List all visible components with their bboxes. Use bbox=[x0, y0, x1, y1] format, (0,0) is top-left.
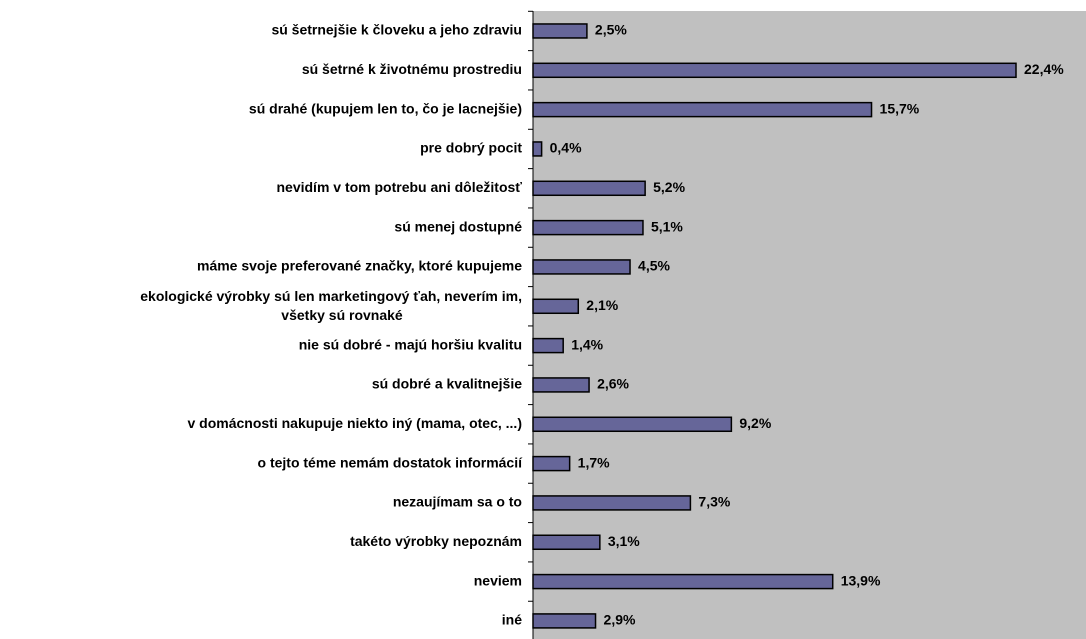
y-tick-label: sú menej dostupné bbox=[394, 218, 522, 234]
y-tick-label: nezaujímam sa o to bbox=[393, 494, 522, 510]
y-tick-label: sú dobré a kvalitnejšie bbox=[372, 376, 522, 392]
value-label: 2,6% bbox=[597, 376, 629, 392]
value-label: 1,7% bbox=[578, 454, 610, 470]
bar bbox=[532, 298, 580, 315]
value-label: 13,9% bbox=[841, 572, 881, 588]
y-tick-label: neviem bbox=[474, 572, 522, 588]
value-label: 9,2% bbox=[739, 415, 771, 431]
bar bbox=[532, 337, 564, 354]
bar bbox=[532, 259, 631, 275]
bar bbox=[532, 141, 543, 157]
value-label: 3,1% bbox=[608, 533, 640, 549]
value-label: 7,3% bbox=[698, 494, 730, 510]
y-tick-label: nie sú dobré - majú horšiu kvalitu bbox=[299, 336, 522, 352]
value-label: 5,2% bbox=[653, 179, 685, 195]
bar bbox=[532, 180, 646, 197]
y-tick-label: pre dobrý pocit bbox=[420, 140, 522, 156]
value-label: 2,1% bbox=[586, 297, 618, 313]
value-label: 0,4% bbox=[550, 140, 582, 156]
y-tick-label: ekologické výrobky sú len marketingový ť… bbox=[140, 287, 522, 322]
y-tick-label: nevidím v tom potrebu ani dôležitosť bbox=[276, 179, 522, 195]
value-label: 5,1% bbox=[651, 218, 683, 234]
bar bbox=[532, 416, 733, 433]
bar bbox=[532, 613, 597, 629]
y-tick-label: o tejto téme nemám dostatok informácií bbox=[258, 454, 524, 470]
bar bbox=[532, 377, 590, 393]
value-label: 22,4% bbox=[1024, 61, 1064, 77]
bar bbox=[532, 23, 588, 39]
value-label: 2,9% bbox=[604, 612, 636, 628]
bar bbox=[532, 495, 692, 511]
bar bbox=[532, 219, 644, 236]
bar bbox=[532, 534, 601, 551]
y-tick-label: v domácnosti nakupuje niekto iný (mama, … bbox=[187, 415, 522, 431]
value-label: 15,7% bbox=[880, 100, 920, 116]
bar bbox=[532, 62, 1017, 79]
bar bbox=[532, 573, 834, 590]
y-tick-label: takéto výrobky nepoznám bbox=[350, 533, 522, 549]
bar bbox=[532, 101, 873, 118]
y-tick-label: sú šetrnejšie k človeku a jeho zdraviu bbox=[271, 22, 522, 38]
y-tick-label: máme svoje preferované značky, ktoré kup… bbox=[197, 258, 522, 274]
y-tick-label: sú drahé (kupujem len to, čo je lacnejši… bbox=[249, 100, 522, 116]
y-tick-label: iné bbox=[502, 612, 522, 628]
bar bbox=[532, 455, 571, 472]
value-label: 2,5% bbox=[595, 22, 627, 38]
value-label: 4,5% bbox=[638, 258, 670, 274]
y-tick-label: sú šetrné k životnému prostrediu bbox=[302, 61, 522, 77]
value-label: 1,4% bbox=[571, 336, 603, 352]
